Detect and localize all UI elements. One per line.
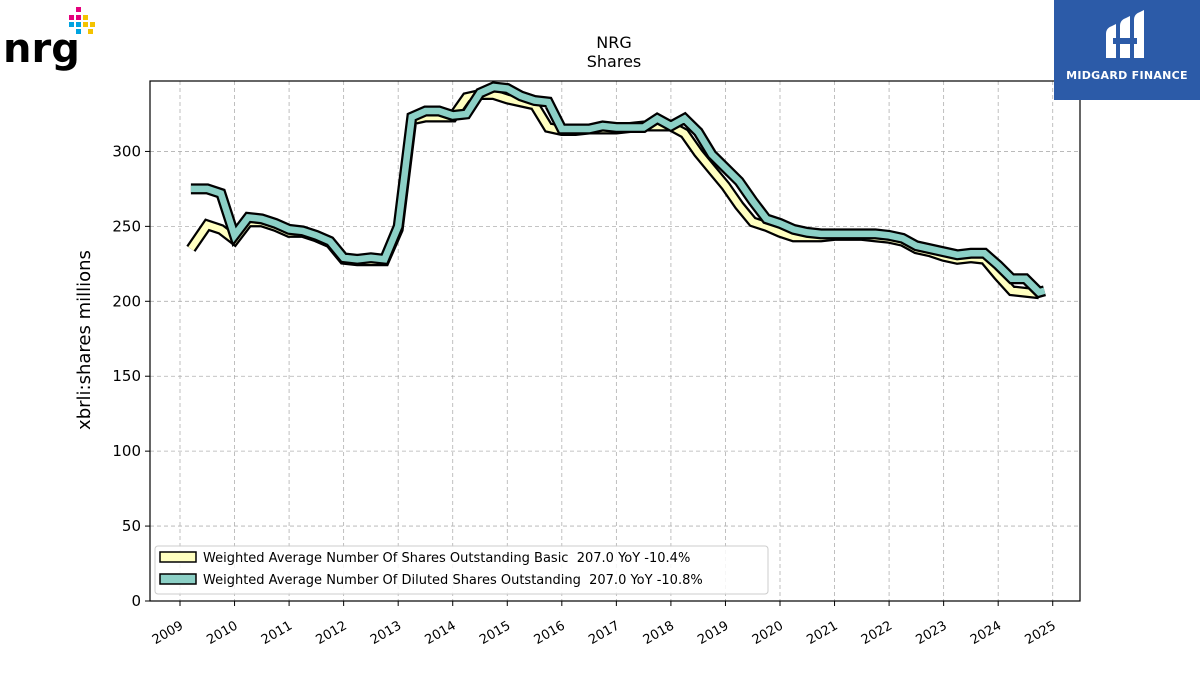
y-tick-label: 150 <box>112 367 141 385</box>
nrg-logo-mark-icon <box>69 7 95 34</box>
legend-label-basic: Weighted Average Number Of Shares Outsta… <box>203 551 690 566</box>
y-tick-label: 100 <box>112 442 141 460</box>
y-axis-label: xbrli:shares millions <box>74 250 95 430</box>
x-tick-label: 2022 <box>859 618 895 648</box>
x-tick-label: 2016 <box>532 618 568 648</box>
chart-title: NRG <box>596 33 631 52</box>
plot-frame <box>149 80 1081 602</box>
legend-label-diluted: Weighted Average Number Of Diluted Share… <box>203 573 703 588</box>
y-tick-label: 300 <box>112 142 141 160</box>
x-tick-label: 2009 <box>150 618 186 648</box>
midgard-finance-logo: MIDGARD FINANCE <box>1054 0 1200 100</box>
x-tick-label: 2025 <box>1023 618 1059 648</box>
legend-frame <box>154 545 769 595</box>
x-tick-label: 2012 <box>313 618 349 648</box>
legend: Weighted Average Number Of Shares Outsta… <box>154 545 769 595</box>
midgard-mark-icon <box>1106 10 1144 58</box>
y-tick-label: 50 <box>122 517 141 535</box>
legend-swatch-basic <box>159 551 197 563</box>
x-tick-label: 2023 <box>913 618 949 648</box>
series-area <box>186 81 1046 300</box>
x-tick-label: 2015 <box>477 618 513 648</box>
grid <box>150 81 1080 602</box>
y-tick-label: 0 <box>131 592 141 610</box>
x-tick-label: 2024 <box>968 618 1004 648</box>
x-tick-label: 2017 <box>586 618 622 648</box>
x-tick-label: 2013 <box>368 618 404 648</box>
y-tick-label: 200 <box>112 292 141 310</box>
x-tick-label: 2021 <box>804 618 840 648</box>
legend-swatch-diluted <box>159 573 197 585</box>
x-tick-label: 2019 <box>695 618 731 648</box>
x-tick-label: 2020 <box>750 618 786 648</box>
x-tick-label: 2011 <box>259 618 295 648</box>
x-tick-label: 2010 <box>204 618 240 648</box>
x-tick-label: 2014 <box>423 618 459 648</box>
y-tick-label: 250 <box>112 217 141 235</box>
x-tick-label: 2018 <box>641 618 677 648</box>
nrg-logo-text: nrg <box>3 26 80 72</box>
nrg-logo: nrg <box>0 0 110 75</box>
series-line-diluted-outline <box>190 81 1046 299</box>
midgard-logo-text: MIDGARD FINANCE <box>1066 69 1188 82</box>
chart-subtitle: Shares <box>587 52 642 71</box>
series-line-diluted <box>190 83 1046 296</box>
